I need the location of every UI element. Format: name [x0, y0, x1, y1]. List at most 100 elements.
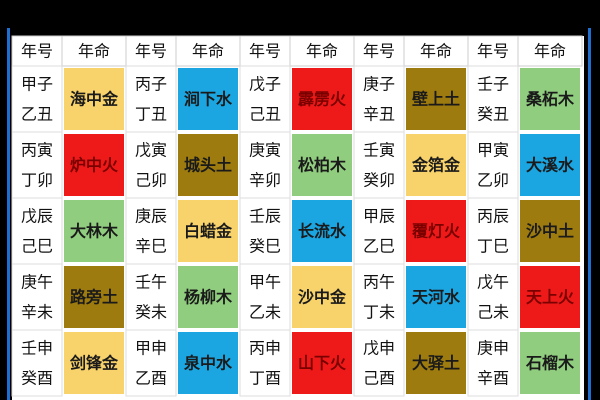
year-text: 戊申	[363, 339, 395, 358]
year-cell	[353, 197, 405, 265]
year-cell	[125, 65, 177, 133]
element-text: 涧下水	[184, 90, 233, 109]
year-text: 庚辰	[135, 207, 167, 226]
header-text: 年命	[78, 42, 110, 61]
header-text: 年命	[534, 42, 566, 61]
year-text: 戊午	[477, 273, 509, 292]
year-cell	[353, 131, 405, 199]
year-cell	[467, 329, 519, 397]
element-cell	[64, 266, 124, 328]
year-cell	[125, 197, 177, 265]
year-text: 戊子	[249, 75, 281, 94]
right-border	[588, 28, 591, 400]
element-text: 大林木	[70, 222, 119, 241]
year-text: 辛丑	[363, 105, 395, 124]
year-cell	[11, 197, 63, 265]
year-text: 壬午	[135, 273, 167, 292]
year-text: 甲午	[249, 273, 281, 292]
header-cell	[517, 35, 583, 67]
year-cell	[239, 131, 291, 199]
left-border	[7, 28, 10, 400]
header-cell	[239, 35, 291, 67]
element-cell	[406, 332, 466, 394]
element-text: 泉中水	[184, 354, 233, 373]
year-text: 辛未	[21, 303, 53, 322]
year-text: 癸卯	[363, 171, 395, 190]
year-cell	[353, 65, 405, 133]
header-text: 年号	[363, 42, 395, 61]
element-text: 大驿土	[412, 354, 460, 373]
year-text: 辛酉	[477, 369, 509, 388]
element-text: 路旁土	[70, 288, 118, 307]
header-text: 年号	[135, 42, 167, 61]
element-cell	[292, 200, 352, 262]
header-cell	[403, 35, 469, 67]
element-text: 天河水	[412, 288, 461, 307]
year-text: 戊寅	[135, 141, 167, 160]
header-text: 年号	[477, 42, 509, 61]
element-cell	[520, 200, 580, 262]
year-cell	[125, 329, 177, 397]
year-cell	[239, 197, 291, 265]
element-text: 山下火	[298, 354, 347, 373]
element-cell	[406, 68, 466, 130]
year-text: 己巳	[21, 237, 53, 256]
element-text: 炉中火	[70, 156, 119, 175]
year-text: 壬子	[477, 75, 509, 94]
element-cell	[64, 68, 124, 130]
year-text: 丙午	[363, 273, 395, 292]
year-cell	[239, 329, 291, 397]
year-cell	[125, 131, 177, 199]
year-cell	[467, 263, 519, 331]
element-cell	[178, 68, 238, 130]
year-cell	[11, 65, 63, 133]
year-cell	[11, 329, 63, 397]
element-text: 桑柘木	[525, 90, 575, 109]
element-text: 城头土	[184, 156, 232, 175]
year-text: 乙酉	[135, 369, 167, 388]
year-text: 辛巳	[135, 237, 167, 256]
header-text: 年命	[306, 42, 338, 61]
header-text: 年号	[249, 42, 281, 61]
year-text: 癸未	[135, 303, 167, 322]
header-cell	[289, 35, 355, 67]
year-text: 庚寅	[249, 141, 281, 160]
element-cell	[292, 266, 352, 328]
element-cell	[178, 266, 238, 328]
element-cell	[406, 134, 466, 196]
element-text: 白蜡金	[184, 222, 233, 241]
element-cell	[406, 266, 466, 328]
element-text: 覆灯火	[411, 222, 461, 241]
element-cell	[64, 200, 124, 262]
year-text: 乙卯	[477, 171, 509, 190]
element-cell	[64, 134, 124, 196]
header-text: 年命	[420, 42, 452, 61]
element-text: 天上火	[526, 288, 575, 307]
year-text: 癸巳	[249, 237, 281, 256]
year-cell	[353, 329, 405, 397]
year-text: 己酉	[363, 369, 395, 388]
year-text: 丁丑	[135, 105, 167, 124]
year-text: 辛卯	[249, 171, 281, 190]
year-text: 庚午	[21, 273, 53, 292]
year-text: 甲子	[21, 75, 53, 94]
element-text: 剑锋金	[69, 354, 119, 373]
element-cell	[178, 134, 238, 196]
year-text: 丁卯	[21, 171, 53, 190]
header-text: 年命	[192, 42, 224, 61]
year-text: 丙辰	[477, 207, 509, 226]
year-text: 己卯	[135, 171, 167, 190]
year-cell	[11, 263, 63, 331]
element-text: 松柏木	[298, 156, 347, 175]
element-text: 壁上土	[412, 90, 460, 109]
element-cell	[406, 200, 466, 262]
year-cell	[239, 263, 291, 331]
year-text: 己丑	[249, 105, 281, 124]
year-text: 癸丑	[477, 105, 509, 124]
element-text: 霹雳火	[298, 90, 347, 109]
element-cell	[292, 332, 352, 394]
year-text: 庚申	[477, 339, 509, 358]
header-text: 年号	[21, 42, 53, 61]
element-text: 石榴木	[525, 354, 575, 373]
